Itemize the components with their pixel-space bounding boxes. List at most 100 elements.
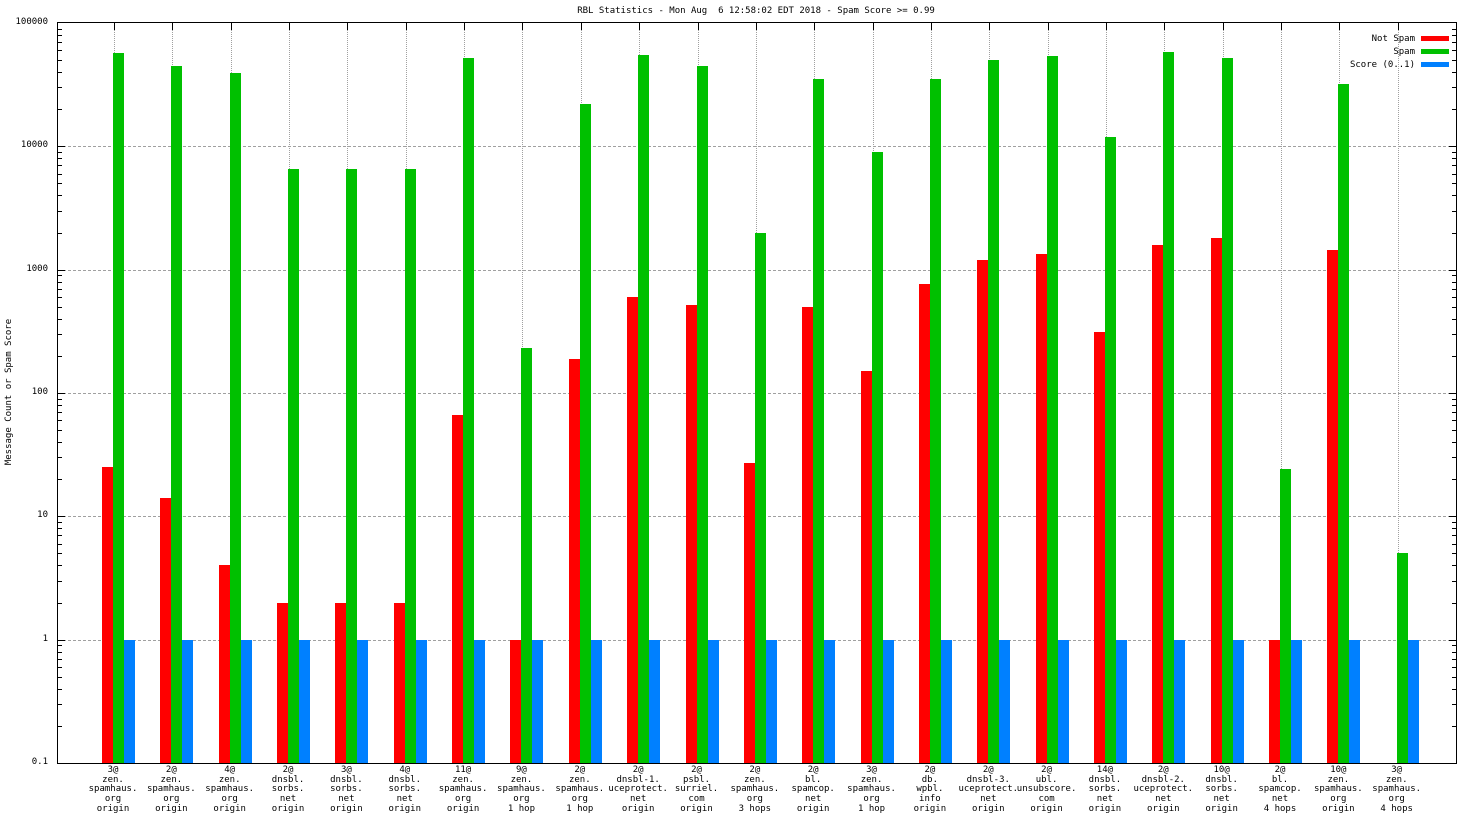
x-tick-label: 10@ zen. spamhaus. org origin [1293, 765, 1383, 815]
x-tick-label-line: uceprotect. [608, 784, 668, 795]
bar-not-spam [1035, 253, 1047, 763]
y-minor-tick [58, 479, 62, 481]
x-tick-label-line: origin [796, 803, 830, 814]
bar-score [999, 639, 1011, 763]
x-tick-label-line: dnsbl-1. [616, 774, 660, 785]
x-tick-label-line: 2@ [1157, 765, 1169, 775]
chart-title: RBL Statistics - Mon Aug 6 12:58:02 EDT … [577, 6, 935, 16]
bar-not-spam [918, 284, 930, 763]
legend-label: Not Spam [1371, 33, 1415, 44]
bar-score [1349, 639, 1361, 763]
x-tick-label-line: origin [680, 803, 713, 814]
bar-spam [1104, 136, 1116, 763]
x-tick-label-line: dnsbl. [271, 774, 305, 785]
x-tick-label-line: zen. [860, 774, 883, 785]
y-minor-tick [1452, 521, 1456, 523]
x-tick-label-line: origin [1088, 803, 1122, 814]
y-minor-tick [58, 602, 62, 604]
y-major-tick [58, 639, 65, 641]
y-minor-tick [1452, 651, 1456, 653]
y-minor-tick [58, 72, 62, 74]
x-tick-label-line: zen. [452, 774, 474, 785]
x-tick-label-line: origin [330, 803, 363, 814]
y-minor-tick [1452, 334, 1456, 336]
x-tick-top [989, 23, 991, 30]
bar-not-spam [1093, 332, 1105, 763]
bar-spam [1046, 56, 1058, 763]
y-tick-label: 1 [42, 633, 48, 644]
x-tick-label-line: zen. [1327, 774, 1350, 785]
y-minor-tick [1452, 535, 1456, 537]
y-minor-tick [58, 87, 62, 89]
y-minor-tick [1452, 457, 1456, 459]
bar-score [707, 639, 719, 763]
x-tick-label-line: 9@ [516, 765, 527, 775]
bar-not-spam [452, 415, 464, 763]
x-tick-label-line: origin [155, 803, 188, 814]
x-tick-label-line: dnsbl-3. [966, 774, 1010, 785]
y-minor-tick [58, 275, 62, 277]
y-minor-tick [58, 195, 62, 197]
y-minor-tick [1452, 412, 1456, 414]
y-minor-tick [1452, 565, 1456, 567]
y-minor-tick [1452, 195, 1456, 197]
bar-score [474, 639, 486, 763]
bar-spam [1396, 553, 1408, 763]
x-tick-label-line: org [863, 794, 880, 805]
x-tick-label-line: 14@ [1096, 765, 1114, 775]
y-tick-label: 1000 [26, 263, 48, 274]
x-tick-label: 2@ zen. spamhaus. org 3 hops [710, 765, 800, 815]
bar-spam [988, 60, 1000, 763]
y-tick-label: 0.1 [31, 757, 48, 767]
x-tick-top [639, 23, 641, 30]
legend-swatch [1421, 36, 1449, 41]
y-minor-tick [58, 173, 62, 175]
x-tick-label-line: com [688, 794, 705, 805]
x-tick-label-line: org [746, 794, 763, 805]
x-tick-label-line: zen. [744, 774, 766, 785]
y-minor-tick [58, 50, 62, 52]
x-tick-label-line: spamhaus. [205, 784, 255, 795]
bar-spam [229, 73, 241, 763]
x-tick-label: 2@ dnsbl-3. uceprotect. net origin [943, 765, 1033, 815]
y-minor-tick [58, 34, 62, 36]
x-tick-label: 2@ db. wpbl. info origin [885, 765, 975, 815]
y-minor-tick [1452, 479, 1456, 481]
x-tick-top [405, 23, 407, 30]
y-minor-tick [58, 580, 62, 582]
x-tick-label-line: zen. [568, 774, 591, 785]
x-tick-label: 2@ ubl. unsubscore. com origin [1002, 765, 1092, 815]
bar-score [240, 639, 252, 763]
x-tick-label: 3@ zen. spamhaus. org origin [68, 765, 158, 815]
y-minor-tick [58, 306, 62, 308]
x-tick-label-line: zen. [510, 774, 533, 785]
bar-spam [1221, 58, 1233, 763]
y-minor-tick [58, 42, 62, 44]
x-tick-label-line: spamhaus. [1372, 784, 1422, 795]
x-tick-label-line: 1 hop [507, 803, 535, 814]
x-tick-label: 4@ zen. spamhaus. org origin [185, 765, 275, 815]
plot-area: Not Spam Spam Score (0..1) [57, 22, 1457, 764]
x-tick-label-line: zen. [1385, 774, 1408, 785]
y-minor-tick [58, 457, 62, 459]
x-tick-label-line: spamhaus. [1313, 784, 1363, 795]
bar-spam [1280, 469, 1291, 763]
x-tick-top [1105, 23, 1107, 30]
y-tick-label: 100 [31, 387, 48, 397]
x-tick-label-line: origin [1030, 803, 1063, 814]
x-tick-label-line: origin [1205, 803, 1238, 814]
x-tick-label: 10@ dnsbl. sorbs. net origin [1177, 765, 1267, 815]
y-minor-tick [58, 318, 62, 320]
y-minor-tick [1452, 28, 1456, 30]
y-minor-tick [58, 676, 62, 678]
bar-score [1057, 639, 1069, 763]
x-tick-label-line: org [454, 794, 472, 805]
x-tick-label: 3@ zen. spamhaus. org 1 hop [827, 765, 917, 815]
y-minor-tick [1452, 109, 1456, 111]
y-minor-tick [58, 334, 62, 336]
bar-spam [113, 53, 124, 763]
x-tick-top [580, 23, 582, 30]
x-tick-label-line: origin [1322, 803, 1355, 814]
bar-not-spam [393, 602, 405, 763]
y-minor-tick [58, 725, 62, 727]
